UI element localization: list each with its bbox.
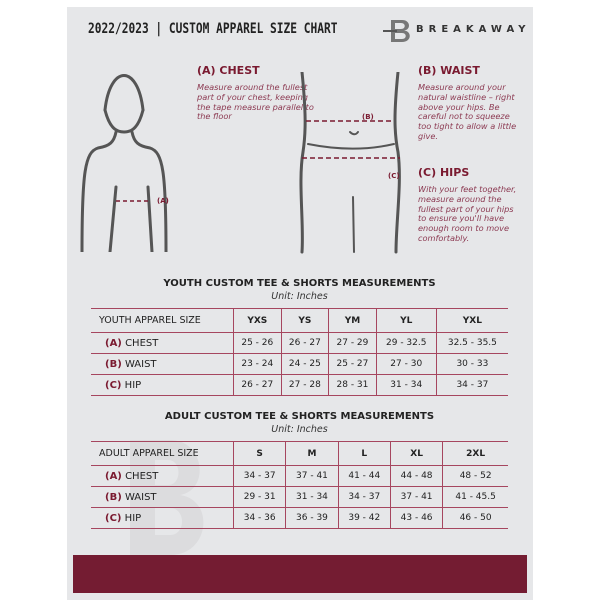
row-label: (B) WAIST <box>91 353 234 375</box>
youth-size-table: YOUTH APPAREL SIZE YXS YS YM YL YXL (A) … <box>91 308 508 396</box>
chest-marker-label: (A) <box>157 197 169 205</box>
cell: 28 - 31 <box>328 374 377 396</box>
table-header-row: ADULT APPAREL SIZE S M L XL 2XL <box>91 441 508 466</box>
chest-heading: (A) CHEST <box>197 64 260 77</box>
header-cell: 2XL <box>442 441 508 466</box>
table-header-row: YOUTH APPAREL SIZE YXS YS YM YL YXL <box>91 308 508 333</box>
table-row: (C) HIP 26 - 27 27 - 28 28 - 31 31 - 34 … <box>91 374 508 396</box>
cell: 44 - 48 <box>389 465 444 487</box>
waist-heading: (B) WAIST <box>418 64 480 77</box>
cell: 36 - 39 <box>285 507 339 529</box>
cell: 46 - 50 <box>442 507 508 529</box>
cell: 34 - 37 <box>435 374 508 396</box>
cell: 25 - 26 <box>233 332 282 354</box>
youth-table-title: YOUTH CUSTOM TEE & SHORTS MEASUREMENTS <box>163 278 436 289</box>
table-row: (A) CHEST 25 - 26 26 - 27 27 - 29 29 - 3… <box>91 332 508 354</box>
header-cell: M <box>285 441 339 466</box>
footer-band <box>73 555 527 593</box>
waist-description: Measure around your natural waistline – … <box>418 82 517 141</box>
table-row: (C) HIP 34 - 36 36 - 39 39 - 42 43 - 46 … <box>91 507 508 529</box>
cell: 26 - 27 <box>280 332 330 354</box>
header-cell: S <box>232 441 287 466</box>
header-cell: YOUTH APPAREL SIZE <box>91 308 234 333</box>
row-label: (B) WAIST <box>91 486 234 508</box>
table-row: (B) WAIST 23 - 24 24 - 25 25 - 27 27 - 3… <box>91 353 508 375</box>
adult-size-table: ADULT APPAREL SIZE S M L XL 2XL (A) CHES… <box>91 441 508 529</box>
row-label: (C) HIP <box>91 507 234 529</box>
cell: 27 - 29 <box>328 332 377 354</box>
row-label: (A) CHEST <box>91 332 234 354</box>
header-cell: L <box>337 441 391 466</box>
header-cell: YS <box>280 308 330 333</box>
cell: 39 - 42 <box>337 507 391 529</box>
cell: 30 - 33 <box>435 353 508 375</box>
header-cell: YL <box>375 308 437 333</box>
chest-description: Measure around the fullest part of your … <box>197 82 314 122</box>
header-cell: YXL <box>435 308 508 333</box>
cell: 48 - 52 <box>442 465 508 487</box>
header-cell: YM <box>328 308 377 333</box>
cell: 43 - 46 <box>389 507 444 529</box>
cell: 34 - 37 <box>337 486 391 508</box>
waist-marker: (B) <box>362 113 374 121</box>
cell: 32.5 - 35.5 <box>435 332 508 354</box>
row-label: (C) HIP <box>91 374 234 396</box>
cell: 34 - 37 <box>232 465 287 487</box>
cell: 37 - 41 <box>285 465 339 487</box>
hips-heading: (C) HIPS <box>418 166 470 179</box>
row-label: (A) CHEST <box>91 465 234 487</box>
adult-table-title: ADULT CUSTOM TEE & SHORTS MEASUREMENTS <box>164 411 435 422</box>
cell: 27 - 30 <box>375 353 437 375</box>
header-cell: ADULT APPAREL SIZE <box>91 441 234 466</box>
cell: 25 - 27 <box>328 353 377 375</box>
cell: 41 - 45.5 <box>442 486 508 508</box>
cell: 24 - 25 <box>280 353 330 375</box>
hips-marker: (C) <box>388 172 400 180</box>
header-cell: YXS <box>233 308 282 333</box>
cell: 29 - 32.5 <box>375 332 437 354</box>
lower-body-illustration <box>299 72 401 254</box>
youth-unit: Unit: Inches <box>271 291 328 302</box>
adult-unit: Unit: Inches <box>271 424 328 435</box>
cell: 31 - 34 <box>285 486 339 508</box>
cell: 37 - 41 <box>389 486 444 508</box>
header-cell: XL <box>389 441 444 466</box>
cell: 27 - 28 <box>280 374 330 396</box>
table-row: (A) CHEST 34 - 37 37 - 41 41 - 44 44 - 4… <box>91 465 508 487</box>
hips-description: With your feet together, measure around … <box>418 184 517 243</box>
breakaway-logo <box>383 20 410 42</box>
cell: 29 - 31 <box>232 486 287 508</box>
cell: 26 - 27 <box>233 374 282 396</box>
table-row: (B) WAIST 29 - 31 31 - 34 34 - 37 37 - 4… <box>91 486 508 508</box>
cell: 31 - 34 <box>375 374 437 396</box>
upper-body-illustration <box>80 74 168 252</box>
cell: 23 - 24 <box>233 353 282 375</box>
page-title: 2022/2023 | CUSTOM APPAREL SIZE CHART <box>88 21 338 37</box>
brand-name: BREAKAWAY <box>416 24 531 35</box>
cell: 41 - 44 <box>337 465 391 487</box>
cell: 34 - 36 <box>232 507 287 529</box>
